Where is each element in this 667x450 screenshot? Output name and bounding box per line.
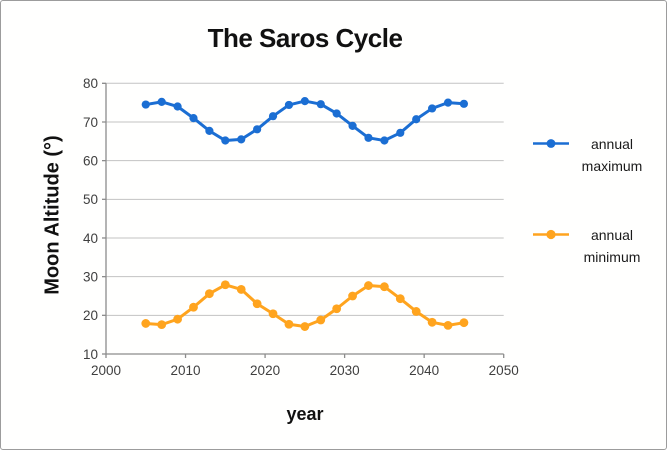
chart-title: The Saros Cycle	[207, 23, 403, 53]
legend-marker-line-dot-icon	[533, 229, 569, 240]
data-point	[205, 289, 214, 299]
data-point	[284, 319, 294, 329]
legend-label-line2: maximum	[581, 158, 643, 174]
x-tick-label: 2030	[330, 363, 360, 378]
y-tick-label: 10	[83, 347, 98, 362]
y-tick-label: 80	[83, 76, 98, 91]
data-point	[443, 98, 453, 107]
data-point	[253, 125, 262, 134]
data-point	[236, 285, 246, 294]
data-point	[395, 294, 405, 304]
data-point	[220, 280, 230, 290]
data-point	[411, 307, 421, 316]
data-point	[173, 314, 182, 324]
data-point	[316, 315, 326, 325]
y-tick-label: 20	[83, 308, 98, 323]
legend-label-annual-minimum: annual minimum	[570, 224, 654, 268]
legend-label-line1: annual	[590, 136, 634, 152]
data-point	[364, 281, 373, 290]
data-point	[348, 121, 357, 130]
x-tick-label: 2020	[250, 363, 280, 378]
data-point	[284, 100, 294, 110]
legend-marker-line-dot-icon	[533, 139, 569, 148]
data-point	[300, 322, 310, 331]
data-point	[268, 309, 278, 319]
data-point	[205, 126, 214, 135]
x-tick-label: 2050	[489, 363, 519, 378]
x-tick-label: 2010	[171, 363, 201, 378]
data-point	[157, 97, 166, 106]
legend-label-line2: minimum	[583, 249, 641, 265]
data-point	[380, 136, 389, 145]
data-point	[348, 291, 357, 301]
data-point	[364, 133, 373, 142]
data-point	[332, 109, 341, 118]
data-point	[332, 304, 342, 314]
data-point	[221, 136, 230, 145]
data-point	[141, 100, 150, 109]
data-point	[396, 128, 405, 137]
data-point	[428, 104, 437, 113]
x-tick-label: 2040	[409, 363, 439, 378]
legend-item-annual-maximum: annual maximum	[532, 133, 660, 177]
data-point	[157, 320, 167, 330]
data-point	[459, 99, 469, 108]
data-point	[189, 114, 198, 123]
x-axis-title: year	[286, 404, 324, 424]
data-point	[268, 112, 278, 121]
data-point	[173, 102, 182, 111]
data-point	[379, 282, 389, 292]
data-point	[141, 319, 151, 328]
data-point	[427, 317, 437, 327]
legend-item-annual-minimum: annual minimum	[532, 224, 660, 268]
y-tick-label: 60	[83, 153, 98, 168]
data-point	[189, 302, 198, 312]
data-point	[412, 115, 421, 124]
legend-label-annual-maximum: annual maximum	[570, 133, 654, 177]
y-tick-label: 50	[83, 192, 98, 207]
data-point	[300, 96, 309, 106]
x-tick-label: 2000	[91, 363, 121, 378]
data-point	[459, 318, 469, 328]
data-point	[443, 320, 453, 330]
data-point	[237, 135, 246, 144]
data-point	[316, 100, 325, 109]
legend-label-line1: annual	[590, 227, 634, 243]
y-tick-label: 30	[83, 269, 98, 284]
y-tick-label: 40	[83, 231, 98, 246]
y-tick-label: 70	[83, 115, 98, 130]
data-point	[252, 299, 262, 309]
